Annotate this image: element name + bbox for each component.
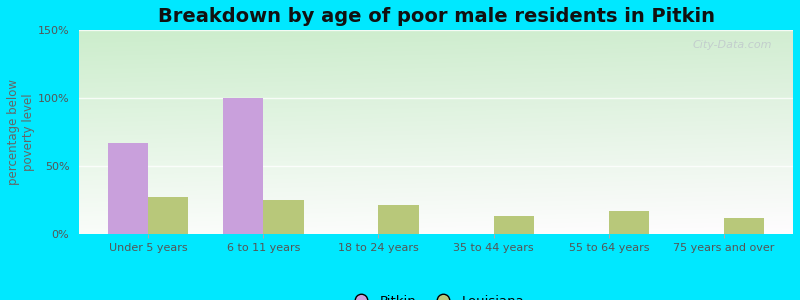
Text: City-Data.com: City-Data.com <box>692 40 772 50</box>
Bar <box>223 98 263 234</box>
Bar <box>263 200 304 234</box>
Bar <box>108 143 148 234</box>
Legend: Pitkin, Louisiana: Pitkin, Louisiana <box>342 290 530 300</box>
Bar <box>378 206 418 234</box>
Y-axis label: percentage below
poverty level: percentage below poverty level <box>7 79 35 185</box>
Bar <box>724 218 764 234</box>
Title: Breakdown by age of poor male residents in Pitkin: Breakdown by age of poor male residents … <box>158 7 714 26</box>
Bar <box>148 197 189 234</box>
Bar <box>494 216 534 234</box>
Bar <box>609 211 649 234</box>
